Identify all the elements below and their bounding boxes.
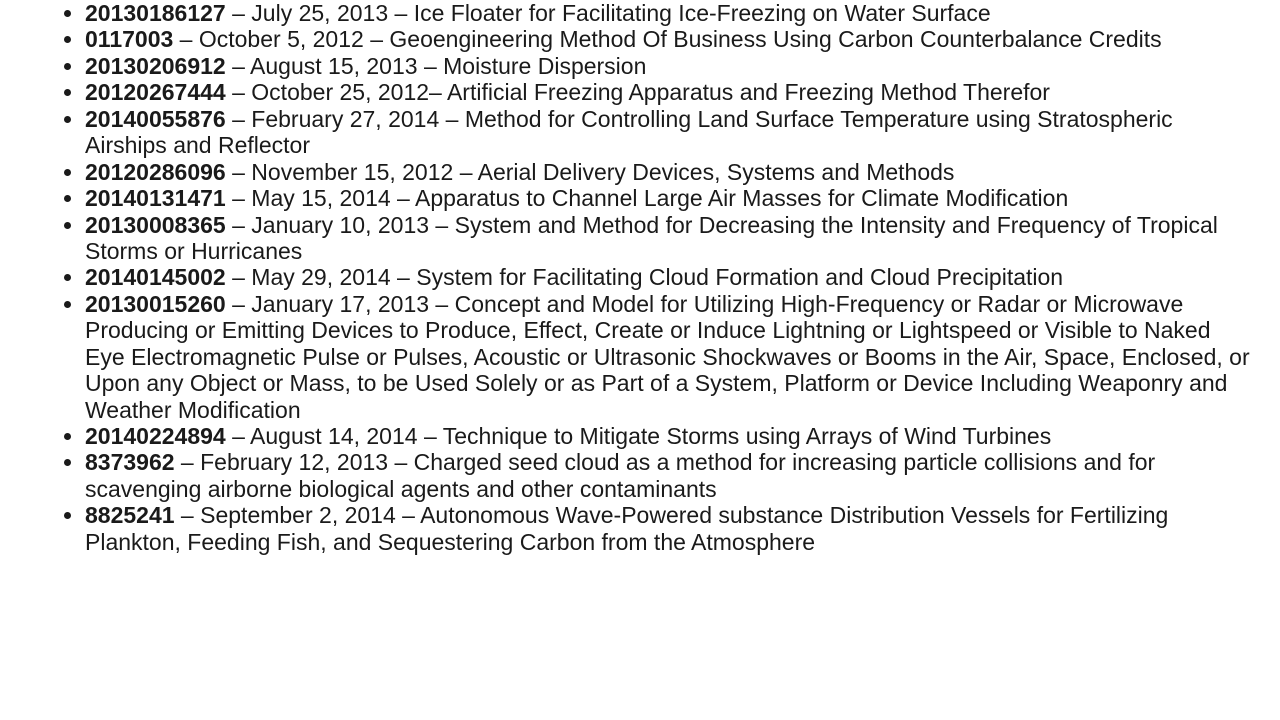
patent-list-item: 20130008365 – January 10, 2013 – System … — [85, 212, 1250, 265]
patent-title: Apparatus to Channel Large Air Masses fo… — [415, 185, 1068, 211]
patent-number: 20140145002 — [85, 264, 226, 290]
patent-list-item: 20140131471 – May 15, 2014 – Apparatus t… — [85, 185, 1250, 211]
patent-date: September 2, 2014 — [200, 502, 396, 528]
patent-list-item: 8373962 – February 12, 2013 – Charged se… — [85, 449, 1250, 502]
patent-date: May 15, 2014 — [251, 185, 390, 211]
patent-list-item: 20130015260 – January 17, 2013 – Concept… — [85, 291, 1250, 423]
patent-list-item: 20120286096 – November 15, 2012 – Aerial… — [85, 159, 1250, 185]
patent-title: Technique to Mitigate Storms using Array… — [443, 423, 1052, 449]
patent-date: October 5, 2012 — [199, 26, 364, 52]
patent-date: January 17, 2013 — [251, 291, 429, 317]
patent-list-item: 20140055876 – February 27, 2014 – Method… — [85, 106, 1250, 159]
patent-date: August 14, 2014 — [250, 423, 418, 449]
patent-title: Geoengineering Method Of Business Using … — [389, 26, 1161, 52]
patent-list-item: 8825241 – September 2, 2014 – Autonomous… — [85, 502, 1250, 555]
patent-number: 20120267444 — [85, 79, 226, 105]
patent-title: Aerial Delivery Devices, Systems and Met… — [478, 159, 955, 185]
patent-list-item: 20140145002 – May 29, 2014 – System for … — [85, 264, 1250, 290]
patent-number: 20130206912 — [85, 53, 226, 79]
patent-list-item: 20120267444 – October 25, 2012– Artifici… — [85, 79, 1250, 105]
patent-date: August 15, 2013 — [250, 53, 418, 79]
patent-number: 20140131471 — [85, 185, 226, 211]
patent-date: May 29, 2014 — [251, 264, 390, 290]
patent-date: October 25, 2012 — [251, 79, 429, 105]
patent-title: Method for Controlling Land Surface Temp… — [85, 106, 1173, 158]
patent-date: February 12, 2013 — [200, 449, 388, 475]
patent-list-item: 20130206912 – August 15, 2013 – Moisture… — [85, 53, 1250, 79]
patent-title: Moisture Dispersion — [443, 53, 646, 79]
patent-number: 20140055876 — [85, 106, 226, 132]
patent-title: Ice Floater for Facilitating Ice-Freezin… — [414, 0, 991, 26]
patent-number: 8825241 — [85, 502, 175, 528]
patent-date: January 10, 2013 — [251, 212, 429, 238]
patent-title: System for Facilitating Cloud Formation … — [416, 264, 1063, 290]
patent-number: 8373962 — [85, 449, 175, 475]
patent-date: February 27, 2014 — [251, 106, 439, 132]
patent-list-item: 20140224894 – August 14, 2014 – Techniqu… — [85, 423, 1250, 449]
patent-title: Artificial Freezing Apparatus and Freezi… — [447, 79, 1050, 105]
patent-number: 20130008365 — [85, 212, 226, 238]
patent-list: 20130186127 – July 25, 2013 – Ice Floate… — [30, 0, 1250, 555]
patent-list-item: 0117003 – October 5, 2012 – Geoengineeri… — [85, 26, 1250, 52]
patent-date: July 25, 2013 — [251, 0, 388, 26]
patent-number: 20130186127 — [85, 0, 226, 26]
patent-number: 20120286096 — [85, 159, 226, 185]
patent-number: 0117003 — [85, 26, 173, 52]
patent-number: 20140224894 — [85, 423, 226, 449]
patent-number: 20130015260 — [85, 291, 226, 317]
patent-date: November 15, 2012 — [251, 159, 453, 185]
patent-list-item: 20130186127 – July 25, 2013 – Ice Floate… — [85, 0, 1250, 26]
